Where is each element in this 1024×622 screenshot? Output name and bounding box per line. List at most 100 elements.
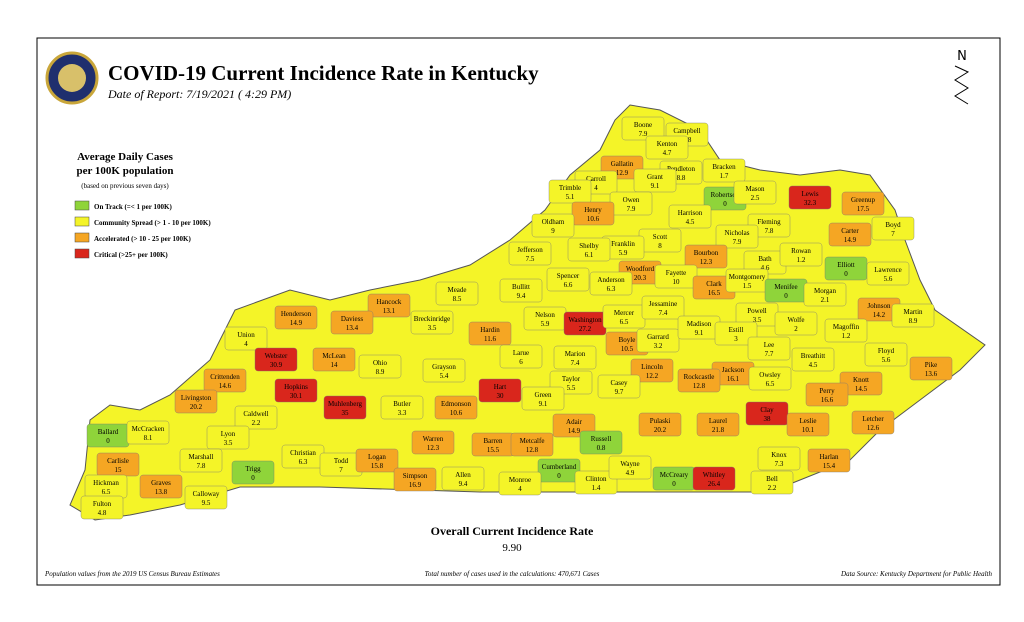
county-value: 0 [844,270,848,278]
county-name: Crittenden [210,373,240,381]
county-name: Nelson [535,311,555,319]
county-value: 5.1 [566,193,575,201]
county-name: Letcher [862,415,884,423]
county-name: Calloway [193,490,220,498]
county-value: 3 [734,335,738,343]
county-name: Ohio [373,359,388,367]
county-name: Breathitt [801,352,826,360]
county-name: Shelby [579,242,599,250]
county-name: Simpson [403,472,428,480]
legend-note: (based on previous seven days) [81,182,169,190]
county-value: 7.5 [526,255,535,263]
county [499,344,543,369]
county-name: Carter [841,227,859,235]
county-name: Breckinridge [414,315,451,323]
footer-right: Data Source: Kentucky Department for Pub… [840,570,992,578]
county [393,467,437,492]
county-name: Johnson [868,302,891,310]
county-value: 20.3 [634,274,647,282]
county [231,460,275,485]
county [668,204,712,229]
county-value: 14 [331,361,339,369]
county-value: 13.6 [925,370,938,378]
county-name: Taylor [562,375,581,383]
county [139,474,183,499]
county-name: Adair [566,418,583,426]
county [828,222,872,247]
county [621,116,665,141]
county-name: Casey [610,379,628,387]
county-value: 15.5 [487,446,500,454]
legend-label: Critical (>25+ per 100K) [94,251,168,259]
county [521,386,565,411]
footer-center: Total number of cases used in the calcul… [425,570,600,578]
county-name: Henderson [281,310,312,318]
county-name: Henry [584,206,602,214]
county [567,237,611,262]
county-name: Mercer [614,309,635,317]
county-name: Bath [758,255,772,263]
county-value: 4.6 [761,264,770,272]
county-value: 0 [557,472,561,480]
county-name: Marion [565,350,586,358]
county-value: 10.5 [621,345,634,353]
county-value: 0 [672,480,676,488]
county-value: 0 [106,437,110,445]
county-value: 9.1 [651,182,660,190]
county-value: 7.8 [197,462,206,470]
county-value: 4.8 [98,509,107,517]
county-name: Greenup [851,196,876,204]
legend-swatch [74,248,90,259]
county-value: 1.2 [842,332,851,340]
county [571,201,615,226]
county-value: 27.2 [579,325,592,333]
county-name: Harlan [819,453,839,461]
county-value: 9 [551,227,555,235]
county-value: 14.9 [568,427,581,435]
county [788,185,832,210]
county-name: Lyon [221,430,236,438]
county-value: 9.4 [459,480,468,488]
county-name: Pendleton [667,165,695,173]
county-name: Webster [265,352,288,360]
county-value: 9.5 [202,499,211,507]
county-value: 12.2 [646,372,659,380]
county [715,224,759,249]
county-value: 6.5 [620,318,629,326]
county-value: 2.5 [751,194,760,202]
county-name: Jessamine [649,300,677,308]
title: COVID-19 Current Incidence Rate in Kentu… [108,61,539,85]
county [435,281,479,306]
county-value: 6 [519,358,523,366]
county-value: 6.3 [607,285,616,293]
county-value: 7.9 [627,205,636,213]
county [645,135,689,160]
county-value: 14.5 [855,385,868,393]
county [184,485,228,510]
county-value: 4 [244,340,248,348]
county [779,242,823,267]
county-name: Perry [819,387,835,395]
county-value: 2.1 [821,296,830,304]
county [553,345,597,370]
legend-label: Community Spread (> 1 - 10 per 100K) [94,219,211,227]
county-name: Robertson [711,191,740,199]
county-value: 17.5 [857,205,870,213]
county-name: Washington [568,316,602,324]
county-value: 8.1 [144,434,153,442]
county-value: 16.6 [821,396,834,404]
county-value: 26.4 [708,480,721,488]
county-value: 4 [518,485,522,493]
county [608,455,652,480]
county-value: 5.6 [884,275,893,283]
county-value: 14.9 [844,236,857,244]
county-name: Wayne [620,460,639,468]
county-name: Jefferson [517,246,543,254]
county-name: Leslie [799,417,816,425]
county-name: Pulaski [650,417,671,425]
county [531,213,575,238]
county-value: 4.5 [686,218,695,226]
county-name: Todd [334,457,349,465]
county-name: Estill [729,326,744,334]
county-value: 4.7 [663,149,672,157]
